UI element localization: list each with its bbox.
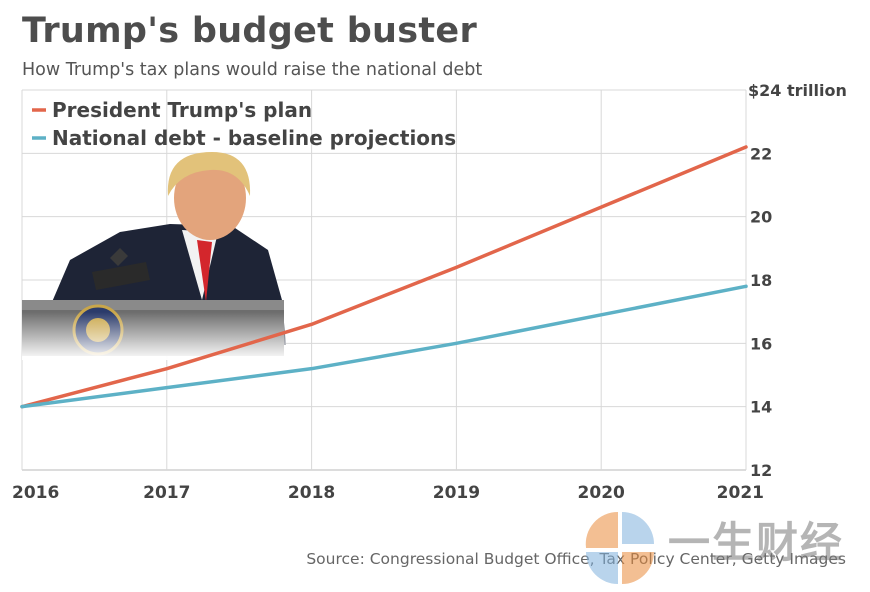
y-tick-label: 16 [750,334,772,353]
chart-subtitle: How Trump's tax plans would raise the na… [22,60,483,80]
x-tick-label: 2021 [717,483,764,503]
chart-title: Trump's budget buster [22,11,478,51]
y-tick-label: 14 [750,398,772,417]
y-tick-label: 20 [750,208,772,227]
legend-entry: National debt - baseline projections [52,126,456,150]
legend-entry: President Trump's plan [52,98,312,122]
president-photo [22,152,286,360]
series-line-1 [20,145,748,409]
source-note: Source: Congressional Budget Office, Tax… [306,550,846,568]
watermark-emblem-icon [585,511,654,584]
y-tick-label: 18 [750,271,772,290]
x-tick-label: 2019 [433,483,480,503]
y-tick-label: $24 trillion [748,81,847,100]
x-tick-label: 2017 [143,483,190,503]
y-tick-label: 22 [750,144,772,163]
watermark-logo: 一生财经 [578,508,848,586]
series-line-2 [20,284,748,409]
watermark-text: 一生财经 [668,518,845,567]
x-tick-label: 2016 [12,483,59,503]
x-tick-label: 2018 [288,483,335,503]
x-tick-label: 2020 [578,483,625,503]
y-tick-label: 12 [750,461,772,480]
